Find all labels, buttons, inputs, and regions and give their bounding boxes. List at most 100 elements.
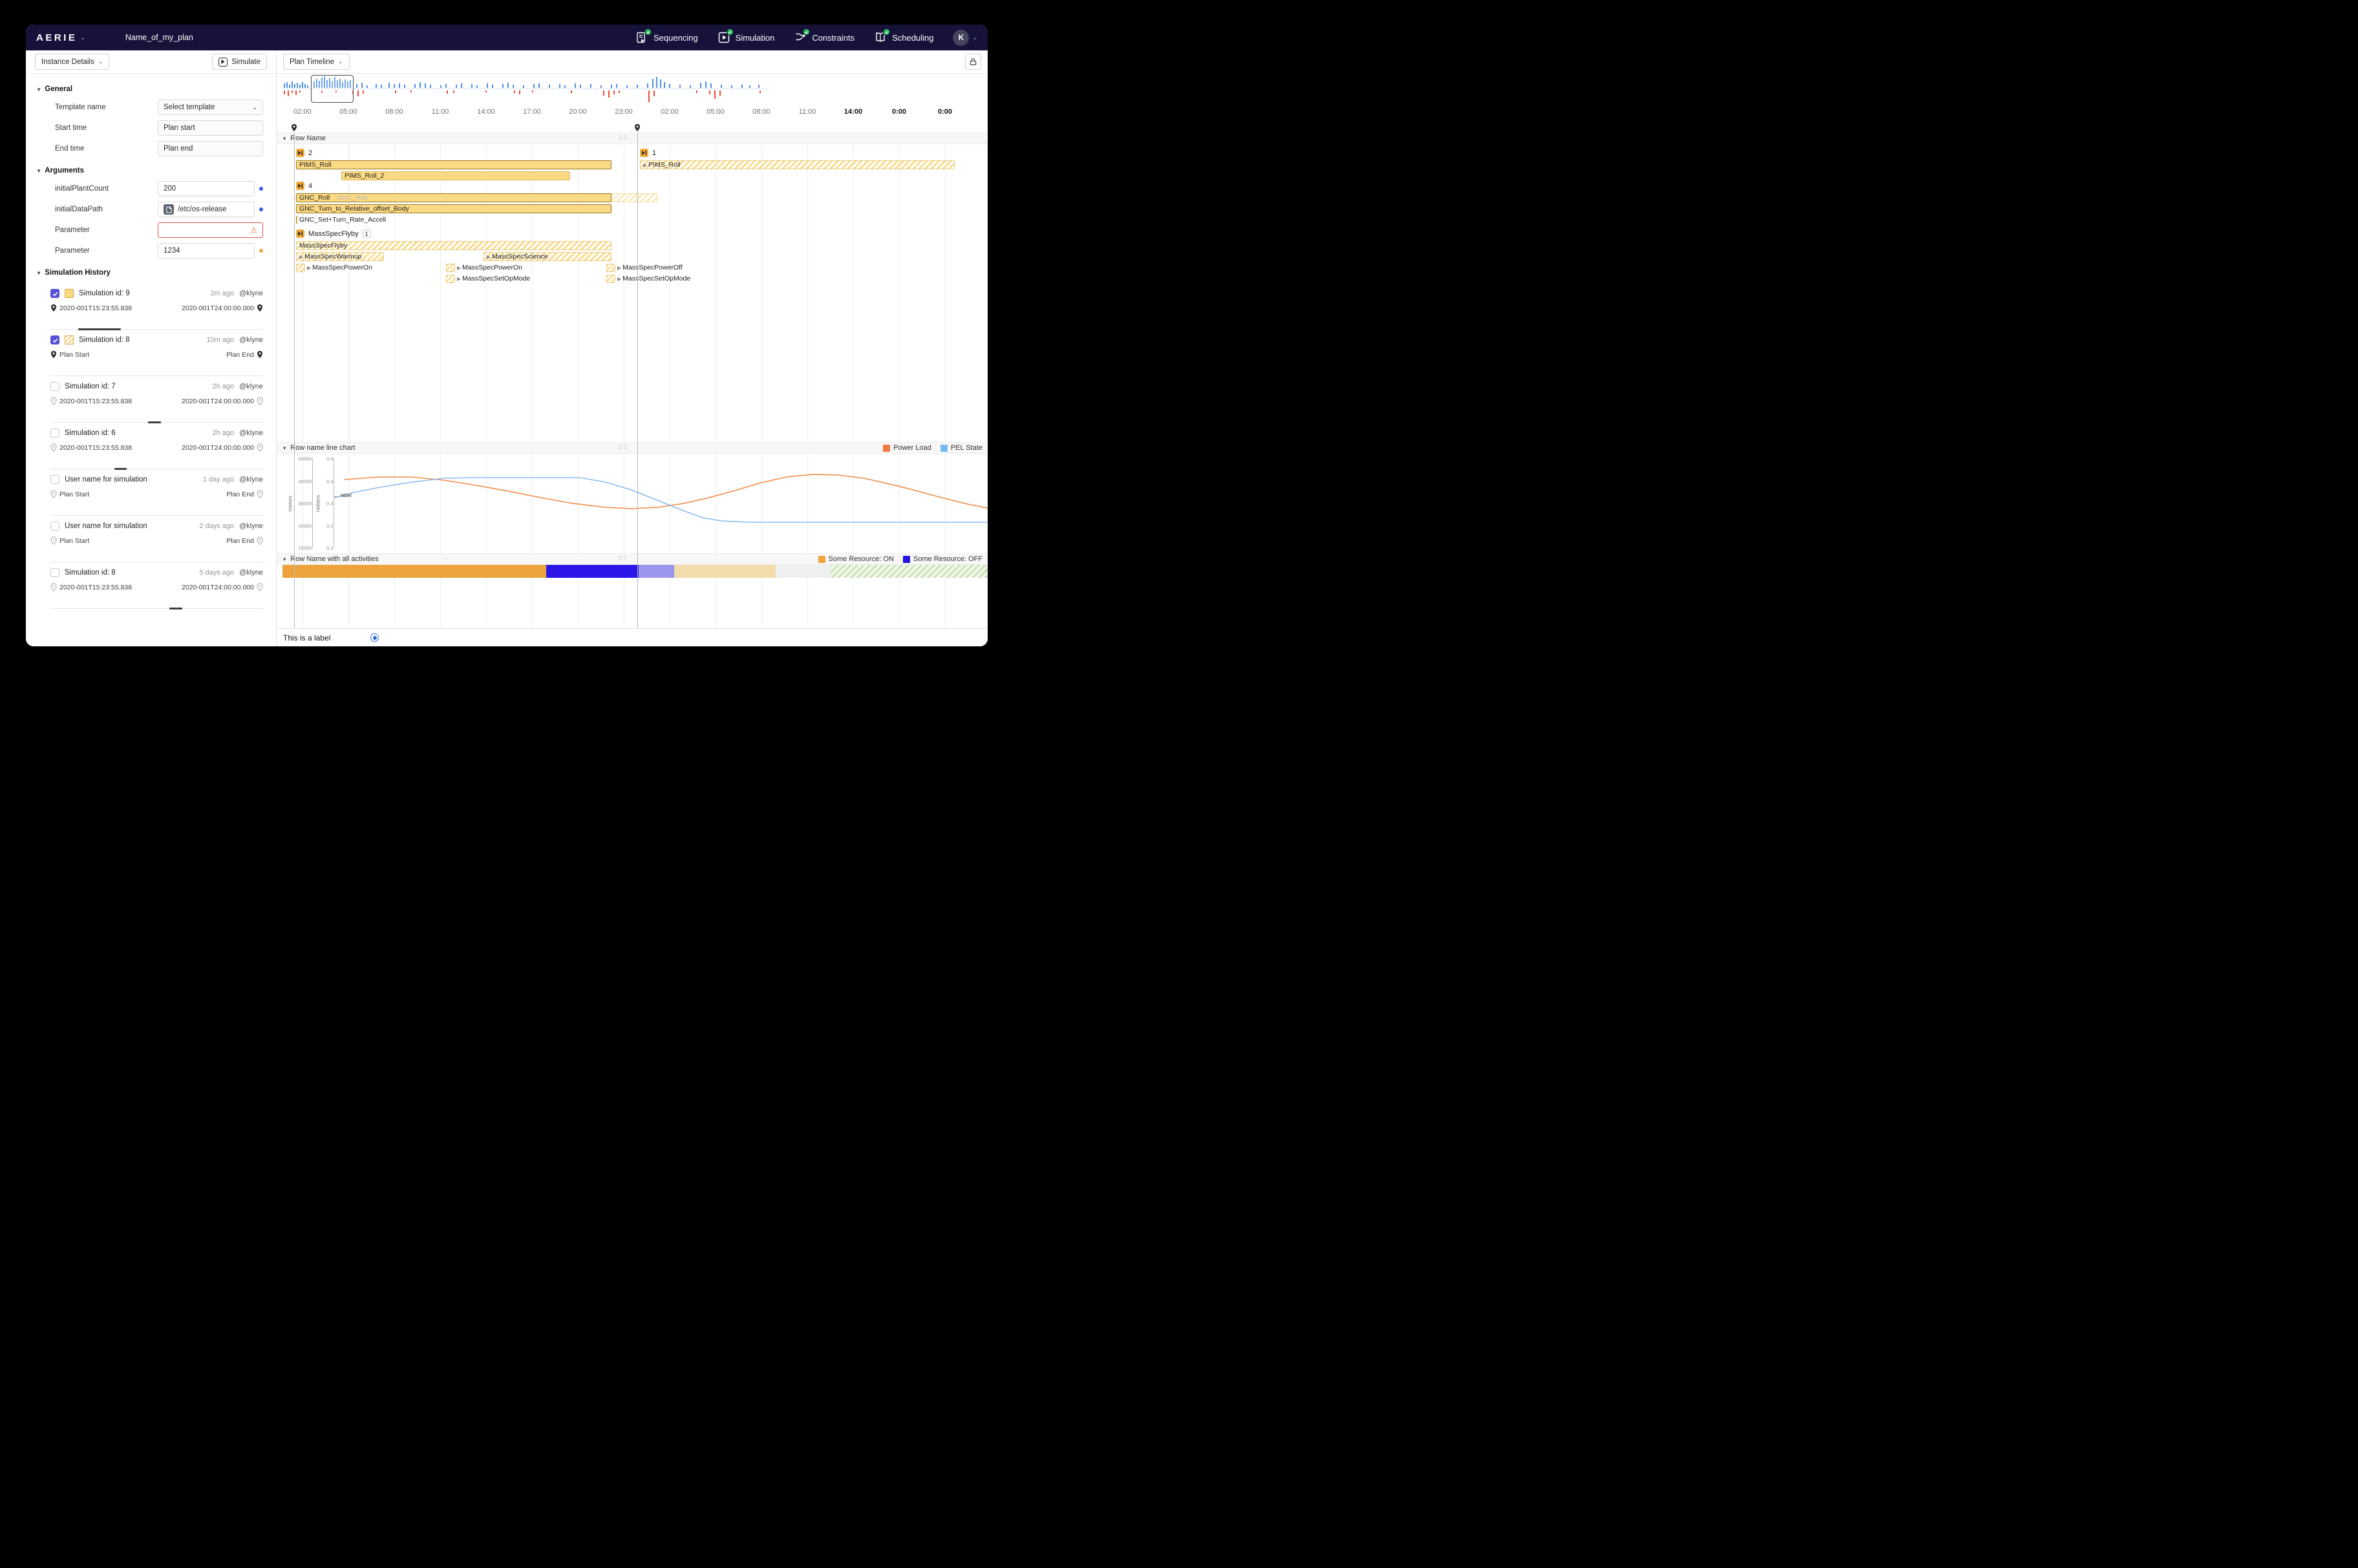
- gridline: [853, 578, 854, 628]
- simulate-button[interactable]: Simulate: [212, 54, 267, 70]
- line-chart-section-header[interactable]: ▾ Row name line chart ⠿⠿ Power Load PEL S…: [277, 442, 988, 454]
- minimap-row: [277, 74, 988, 105]
- simulation-history-card[interactable]: Simulation id: 6 2h ago @klyne 2020-001T15:…: [50, 423, 263, 470]
- activity-ghost-label: GNC_Roll: [337, 194, 368, 202]
- minimap-bar-blue: [456, 85, 457, 88]
- minimap-selection-window[interactable]: [311, 75, 354, 103]
- gridline: [394, 454, 395, 553]
- section-arguments[interactable]: ▾ Arguments: [37, 167, 263, 175]
- simulation-history-card[interactable]: Simulation id: 9 2m ago @klyne 2020-001T15:…: [50, 283, 263, 330]
- color-swatch: [65, 289, 74, 298]
- checkbox[interactable]: [50, 475, 59, 484]
- pin-icon: [50, 304, 57, 312]
- gridline: [945, 144, 946, 442]
- drag-handle-icon[interactable]: ⠿⠿: [618, 134, 628, 141]
- checkbox[interactable]: [50, 429, 59, 438]
- activity-group-2[interactable]: 2: [296, 149, 312, 157]
- field-initialplantcount-input[interactable]: 200: [158, 181, 255, 196]
- warning-icon: ⚠: [250, 226, 257, 235]
- activity-label: ▶ MassSpecWarmup: [299, 253, 362, 260]
- minimap-bar-blue: [299, 85, 301, 88]
- field-start-time-input[interactable]: Plan start: [158, 120, 263, 136]
- field-label-start-time: Start time: [55, 124, 87, 132]
- field-initialdatapath-input[interactable]: /etc/os-release: [158, 202, 255, 217]
- activity-pims-roll[interactable]: ▶ PIMS_Roll: [640, 160, 955, 169]
- section-simulation-history[interactable]: ▾ Simulation History: [37, 269, 263, 277]
- activity-massspecsetopmode[interactable]: ▶ MassSpecSetOpMode: [606, 274, 690, 283]
- plan-timeline-select[interactable]: Plan Timeline ⌄: [283, 54, 350, 70]
- activity-massspecscience[interactable]: ▶ MassSpecScience: [483, 252, 611, 261]
- minimap-bar-blue: [538, 83, 540, 88]
- section-general[interactable]: ▾ General: [37, 85, 263, 93]
- simulation-history-card[interactable]: Simulation id: 8 5 days ago @klyne 2020-001…: [50, 562, 263, 609]
- drag-handle-icon[interactable]: ⠿⠿: [618, 444, 628, 450]
- nav-item-simulation[interactable]: Simulation: [717, 28, 774, 44]
- plan-start-pin[interactable]: [291, 123, 297, 132]
- activity-massspecpoweroff[interactable]: ▶ MassSpecPowerOff: [606, 263, 683, 272]
- drag-handle-icon[interactable]: ⠿⠿: [618, 555, 628, 562]
- minimap-bar-blue: [507, 83, 509, 88]
- activity-pims-roll-2[interactable]: PIMS_Roll_2: [341, 171, 570, 180]
- activity-pims-roll[interactable]: PIMS_Roll: [296, 160, 611, 169]
- pin-icon: [257, 536, 263, 545]
- meters-tick: 30000: [298, 500, 312, 507]
- time-cursor-pin[interactable]: [634, 123, 641, 132]
- minimap-bar-blue: [284, 83, 285, 88]
- field-value: Plan end: [164, 145, 193, 153]
- collapse-icon: ▾: [37, 269, 41, 276]
- resource-segment[interactable]: [674, 565, 776, 578]
- activity-tick: [296, 216, 297, 224]
- simulation-history-card[interactable]: User name for simulation 2 days ago @klyne…: [50, 516, 263, 562]
- resource-segment[interactable]: [282, 565, 546, 578]
- checkbox[interactable]: [50, 289, 59, 298]
- end-time: Plan End: [226, 536, 263, 545]
- activity-massspecpoweron[interactable]: ▶ MassSpecPowerOn: [446, 263, 522, 272]
- lock-button[interactable]: [965, 54, 981, 70]
- resource-segment[interactable]: [546, 565, 639, 578]
- nav-item-scheduling[interactable]: Scheduling: [874, 28, 933, 44]
- gridline: [532, 578, 533, 628]
- field-parameter-input[interactable]: 1234: [158, 243, 255, 259]
- activity-massspecflyby[interactable]: MassSpecFlyby: [296, 241, 611, 250]
- aerie-logo-menu[interactable]: AERIE ⌄: [36, 32, 85, 43]
- checkbox[interactable]: [50, 568, 59, 577]
- field-end-time-input[interactable]: Plan end: [158, 141, 263, 156]
- band-section-header[interactable]: ▾ Row Name with all activities ⠿⠿ Some R…: [277, 553, 988, 565]
- resource-segment[interactable]: [639, 565, 674, 578]
- instance-details-select[interactable]: Instance Details ⌄: [35, 54, 110, 70]
- simulation-history-card[interactable]: Simulation id: 7 2h ago @klyne 2020-001T15:…: [50, 376, 263, 423]
- legend-item: Power Load: [883, 444, 931, 452]
- minimap-bar-blue: [664, 82, 665, 88]
- checkbox[interactable]: [50, 522, 59, 531]
- gridline: [578, 144, 579, 442]
- time-tick: 14:00: [844, 108, 863, 116]
- minimap-bar-blue: [626, 85, 628, 88]
- nav-item-constraints[interactable]: Constraints: [794, 28, 855, 44]
- activity-massspecsetopmode[interactable]: ▶ MassSpecSetOpMode: [446, 274, 530, 283]
- checkbox[interactable]: [50, 335, 59, 344]
- activity-gnc-roll[interactable]: GNC_Roll GNC_Roll: [296, 193, 611, 202]
- resource-segment[interactable]: [776, 565, 831, 578]
- resource-segment[interactable]: [831, 565, 988, 578]
- top-navbar: AERIE ⌄ Name_of_my_plan Sequencing Simula…: [26, 25, 988, 50]
- field-template-name-select[interactable]: Select template ⌄: [158, 100, 263, 115]
- simulation-icon: [717, 28, 734, 44]
- row-name-section-header[interactable]: ▾ Row Name ⠿⠿: [277, 132, 988, 144]
- nav-item-sequencing[interactable]: Sequencing: [635, 28, 698, 44]
- user-menu[interactable]: K ⌄: [953, 29, 977, 46]
- plan-title: Name_of_my_plan: [125, 33, 193, 42]
- simulation-history-card[interactable]: Simulation id: 8 10m ago @klyne Plan Start P…: [50, 330, 263, 376]
- activity-massspecpoweron[interactable]: ▶ MassSpecPowerOn: [296, 263, 372, 272]
- activity-gnc-turn-to-relative-offset-body[interactable]: GNC_Turn_to_Relative_offset_Body: [296, 204, 611, 213]
- simulation-history-card[interactable]: User name for simulation 1 day ago @klyne P…: [50, 469, 263, 516]
- section-history-label: Simulation History: [45, 269, 111, 277]
- field-parameter-input[interactable]: ⚠: [158, 222, 263, 238]
- activity-group-4[interactable]: 4: [296, 182, 312, 190]
- minimap-bar-red: [613, 90, 615, 94]
- activity-group-1[interactable]: 1: [640, 149, 656, 157]
- activity-massspecwarmup[interactable]: ▶ MassSpecWarmup: [296, 252, 384, 261]
- footer-radio-selected[interactable]: [370, 633, 379, 642]
- activity-group-massspecflyby[interactable]: MassSpecFlyby 1: [296, 229, 371, 238]
- checkbox[interactable]: [50, 382, 59, 391]
- activity-gnc-set-turn-rate-accell[interactable]: GNC_Set+Turn_Rate_Accell: [296, 215, 386, 224]
